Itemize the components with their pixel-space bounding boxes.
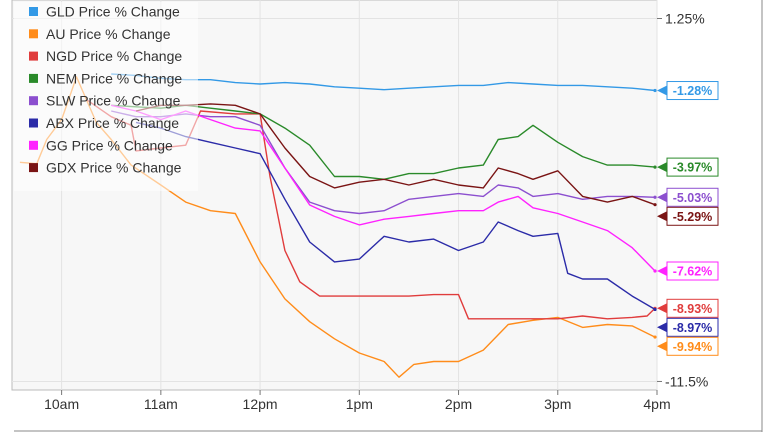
legend-entry: NGD Price % Change — [46, 48, 182, 64]
legend-swatch — [29, 118, 38, 128]
legend-entry: GLD Price % Change — [46, 4, 180, 20]
legend-swatch — [29, 29, 38, 39]
series-end-point — [653, 195, 657, 199]
end-value-pointer — [657, 322, 667, 333]
legend-swatch — [29, 96, 38, 106]
end-value-pointer — [657, 162, 667, 173]
x-tick-label: 3pm — [544, 396, 571, 412]
series-end-point — [653, 307, 657, 312]
series-line — [135, 121, 656, 311]
end-value-pointer — [657, 211, 667, 222]
y-tick-label: -11.5% — [665, 373, 708, 389]
x-tick-label: 12pm — [243, 396, 278, 412]
end-value-label: -5.29% — [673, 210, 713, 224]
legend: GLD Price % Change AU Price % Change NGD P… — [29, 4, 182, 176]
series-line — [111, 104, 656, 272]
series-end-point — [653, 165, 657, 169]
legend-swatch — [29, 163, 38, 173]
y-axis-ticks: 1.25% -11.5% — [657, 11, 708, 389]
x-tick-label: 1pm — [346, 396, 373, 412]
series-line — [135, 103, 656, 206]
end-value-label: -8.93% — [673, 302, 713, 316]
series-line — [111, 110, 656, 215]
series-line — [111, 104, 656, 180]
x-axis-ticks: 10am 11am 12pm 1pm 2pm 3pm 4pm — [44, 390, 671, 412]
x-tick-label: 2pm — [445, 396, 472, 412]
legend-box — [14, 2, 198, 191]
series-end-point — [653, 335, 657, 339]
legend-swatch — [29, 51, 38, 61]
legend-swatch — [29, 7, 38, 16]
end-value-label: -5.03% — [673, 191, 713, 205]
end-value-pointer — [657, 266, 667, 277]
end-value-label: -3.97% — [673, 161, 713, 175]
end-value-pointer — [657, 341, 667, 352]
series-group — [19, 73, 657, 378]
series-end-point — [653, 88, 657, 93]
end-value-pointer — [657, 303, 667, 314]
end-value-pointer — [657, 85, 667, 96]
legend-entry: GG Price % Change — [46, 137, 173, 153]
end-value-label: -1.28% — [673, 84, 713, 98]
x-tick-label: 10am — [44, 396, 79, 412]
end-value-label: -9.94% — [673, 340, 713, 354]
legend-swatch — [29, 73, 38, 83]
series-line — [111, 73, 656, 92]
end-value-labels: -1.28% -3.97% -5.03% -5.29% -7.62% -8.93% -8.9… — [657, 81, 719, 356]
series-end-point — [653, 269, 657, 273]
legend-entry: AU Price % Change — [46, 26, 171, 42]
y-tick-label: 1.25% — [665, 11, 705, 27]
x-tick-label: 4pm — [643, 396, 670, 412]
end-value-label: -7.62% — [673, 265, 713, 279]
x-tick-label: 11am — [144, 396, 178, 412]
series-end-point — [653, 203, 657, 207]
legend-entry: GDX Price % Change — [46, 160, 182, 176]
legend-entry: ABX Price % Change — [46, 115, 179, 131]
legend-entry: SLW Price % Change — [46, 93, 181, 109]
end-value-pointer — [657, 192, 667, 203]
legend-entry: NEM Price % Change — [46, 70, 182, 86]
end-value-label: -8.97% — [673, 321, 713, 335]
legend-swatch — [29, 140, 38, 150]
